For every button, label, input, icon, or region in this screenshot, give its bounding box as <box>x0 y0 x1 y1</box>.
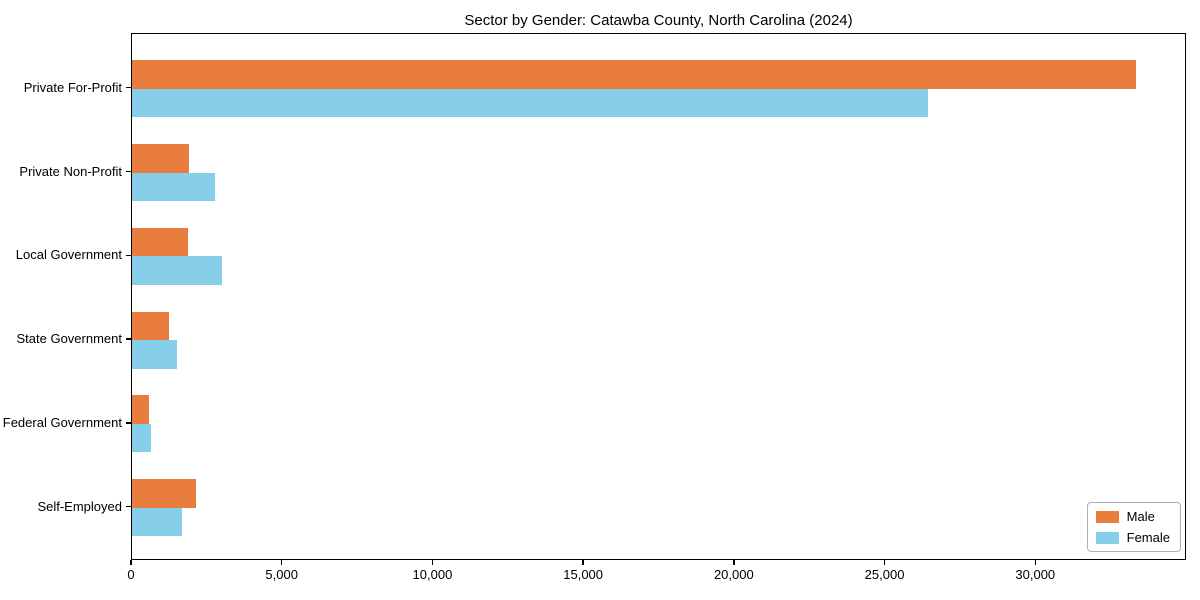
y-axis-tick <box>126 170 131 173</box>
x-axis-tick-label: 25,000 <box>864 567 905 582</box>
x-axis-tick <box>130 560 132 565</box>
bar-female-local-government <box>132 256 223 285</box>
plot-area: Male Female <box>131 33 1186 560</box>
y-axis-tick <box>126 86 131 89</box>
y-axis-tick <box>126 254 131 257</box>
bar-female-private-for-profit <box>132 88 928 118</box>
x-axis-tick-label: 30,000 <box>1015 567 1056 582</box>
y-axis-label: State Government <box>16 331 123 347</box>
bar-female-private-non-profit <box>132 172 216 201</box>
bar-male-self-employed <box>132 479 196 508</box>
bar-male-private-for-profit <box>132 60 1136 89</box>
legend-label: Male <box>1126 509 1155 524</box>
bar-male-private-non-profit <box>132 144 190 173</box>
y-axis-label: Federal Government <box>2 414 122 430</box>
x-axis-tick <box>582 560 584 565</box>
y-axis-tick <box>126 338 131 340</box>
x-axis-tick <box>1034 560 1037 565</box>
y-axis-label: Local Government <box>15 247 122 263</box>
bar-male-local-government <box>132 227 188 257</box>
x-axis-tick-label: 5,000 <box>265 567 298 582</box>
chart-title: Sector by Gender: Catawba County, North … <box>464 12 853 29</box>
x-axis-tick <box>431 560 434 565</box>
y-axis-tick <box>126 505 131 508</box>
x-axis-tick <box>883 560 886 565</box>
x-axis-tick <box>280 560 283 565</box>
y-axis-tick <box>126 422 131 424</box>
x-axis-tick-label: 15,000 <box>563 567 604 582</box>
x-axis-tick <box>733 560 735 565</box>
y-axis-label: Self-Employed <box>37 498 122 514</box>
x-axis-tick-label: 20,000 <box>713 567 754 582</box>
legend-swatch-female <box>1095 531 1119 544</box>
bar-female-self-employed <box>132 507 183 537</box>
bar-male-state-government <box>132 311 169 341</box>
y-axis-label: Private Non-Profit <box>19 163 122 179</box>
bar-female-state-government <box>132 340 177 369</box>
legend-item-female: Female <box>1095 530 1170 545</box>
legend-swatch-male <box>1095 510 1119 523</box>
y-axis-label: Private For-Profit <box>23 79 122 95</box>
legend-label: Female <box>1126 530 1170 545</box>
bar-female-federal-government <box>132 423 151 453</box>
legend: Male Female <box>1086 502 1181 552</box>
x-axis-tick-label: 0 <box>127 567 135 582</box>
legend-item-male: Male <box>1095 509 1170 524</box>
x-axis-tick-label: 10,000 <box>412 567 453 582</box>
bar-male-federal-government <box>132 395 150 424</box>
